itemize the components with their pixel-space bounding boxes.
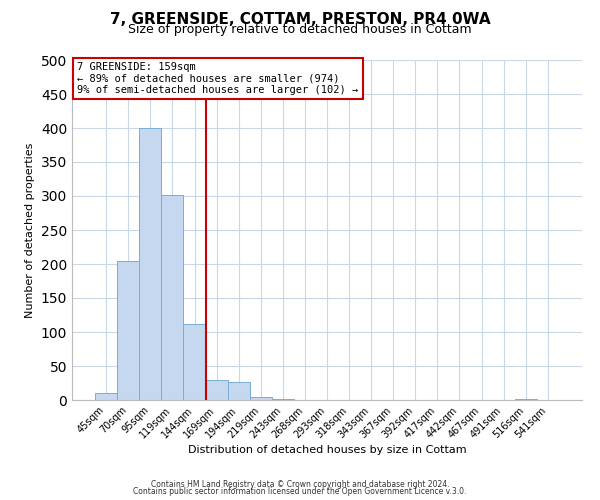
Bar xyxy=(161,194,184,400)
Bar xyxy=(184,324,206,400)
X-axis label: Distribution of detached houses by size in Cottam: Distribution of detached houses by size … xyxy=(188,445,466,455)
Text: 7 GREENSIDE: 159sqm
← 89% of detached houses are smaller (974)
9% of semi-detach: 7 GREENSIDE: 159sqm ← 89% of detached ho… xyxy=(77,62,358,95)
Bar xyxy=(227,382,250,400)
Bar xyxy=(206,380,227,400)
Y-axis label: Number of detached properties: Number of detached properties xyxy=(25,142,35,318)
Text: 7, GREENSIDE, COTTAM, PRESTON, PR4 0WA: 7, GREENSIDE, COTTAM, PRESTON, PR4 0WA xyxy=(110,12,490,28)
Bar xyxy=(95,393,117,400)
Text: Size of property relative to detached houses in Cottam: Size of property relative to detached ho… xyxy=(128,22,472,36)
Bar xyxy=(272,398,294,400)
Bar xyxy=(250,396,272,400)
Bar xyxy=(139,128,161,400)
Bar xyxy=(117,260,139,400)
Text: Contains HM Land Registry data © Crown copyright and database right 2024.: Contains HM Land Registry data © Crown c… xyxy=(151,480,449,489)
Text: Contains public sector information licensed under the Open Government Licence v.: Contains public sector information licen… xyxy=(133,487,467,496)
Bar xyxy=(515,398,537,400)
